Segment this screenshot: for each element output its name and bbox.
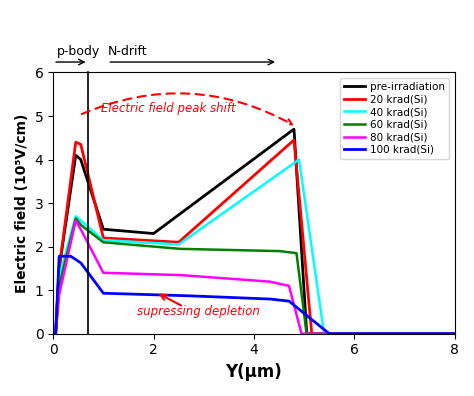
- pre-irradiation: [50, 331, 56, 336]
- 80 krad(Si): [50, 331, 56, 336]
- 20 krad(Si): [291, 138, 297, 143]
- 60 krad(Si): [50, 331, 56, 336]
- 40 krad(Si): [296, 157, 302, 162]
- 100 krad(Si): [366, 331, 372, 336]
- pre-irradiation: [440, 331, 446, 336]
- Line: 100 krad(Si): 100 krad(Si): [53, 256, 455, 334]
- pre-irradiation: [452, 331, 457, 336]
- 20 krad(Si): [235, 188, 240, 192]
- 100 krad(Si): [440, 331, 446, 336]
- 80 krad(Si): [71, 228, 76, 232]
- 60 krad(Si): [440, 331, 446, 336]
- 40 krad(Si): [235, 200, 240, 205]
- 60 krad(Si): [452, 331, 457, 336]
- 100 krad(Si): [71, 256, 77, 261]
- pre-irradiation: [235, 169, 240, 173]
- Line: 20 krad(Si): 20 krad(Si): [53, 140, 455, 334]
- Line: 40 krad(Si): 40 krad(Si): [53, 160, 455, 334]
- 80 krad(Si): [366, 331, 372, 336]
- Line: 60 krad(Si): 60 krad(Si): [53, 219, 455, 334]
- 80 krad(Si): [452, 331, 457, 336]
- 80 krad(Si): [73, 218, 79, 223]
- 100 krad(Si): [50, 331, 56, 336]
- Y-axis label: Electric field (10⁵V/cm): Electric field (10⁵V/cm): [15, 113, 29, 293]
- 20 krad(Si): [50, 331, 56, 336]
- 100 krad(Si): [246, 296, 251, 301]
- 60 krad(Si): [246, 248, 251, 253]
- 60 krad(Si): [71, 225, 76, 229]
- pre-irradiation: [246, 161, 251, 166]
- 20 krad(Si): [246, 178, 251, 183]
- 100 krad(Si): [440, 331, 446, 336]
- 40 krad(Si): [440, 331, 446, 336]
- pre-irradiation: [440, 331, 446, 336]
- 60 krad(Si): [235, 248, 241, 253]
- pre-irradiation: [71, 167, 76, 172]
- 20 krad(Si): [71, 156, 76, 160]
- Text: p-body: p-body: [57, 45, 100, 58]
- 20 krad(Si): [366, 331, 372, 336]
- 40 krad(Si): [440, 331, 446, 336]
- 100 krad(Si): [56, 254, 62, 259]
- 40 krad(Si): [71, 221, 76, 226]
- Text: Electric field peak shift: Electric field peak shift: [101, 102, 236, 115]
- 80 krad(Si): [235, 277, 241, 282]
- 20 krad(Si): [440, 331, 446, 336]
- Line: pre-irradiation: pre-irradiation: [53, 129, 455, 334]
- 40 krad(Si): [366, 331, 372, 336]
- 80 krad(Si): [440, 331, 446, 336]
- Legend: pre-irradiation, 20 krad(Si), 40 krad(Si), 60 krad(Si), 80 krad(Si), 100 krad(Si: pre-irradiation, 20 krad(Si), 40 krad(Si…: [340, 78, 449, 159]
- 20 krad(Si): [452, 331, 457, 336]
- 80 krad(Si): [440, 331, 446, 336]
- 20 krad(Si): [440, 331, 446, 336]
- Text: N-drift: N-drift: [107, 45, 147, 58]
- 100 krad(Si): [235, 295, 241, 300]
- Line: 80 krad(Si): 80 krad(Si): [53, 221, 455, 334]
- 40 krad(Si): [452, 331, 457, 336]
- 100 krad(Si): [452, 331, 457, 336]
- 60 krad(Si): [366, 331, 372, 336]
- 80 krad(Si): [246, 278, 251, 282]
- 40 krad(Si): [246, 193, 251, 198]
- Text: supressing depletion: supressing depletion: [137, 305, 260, 318]
- 60 krad(Si): [73, 216, 79, 221]
- X-axis label: Y(μm): Y(μm): [226, 363, 282, 381]
- 60 krad(Si): [440, 331, 446, 336]
- 40 krad(Si): [50, 331, 56, 336]
- pre-irradiation: [366, 331, 372, 336]
- pre-irradiation: [291, 127, 297, 131]
